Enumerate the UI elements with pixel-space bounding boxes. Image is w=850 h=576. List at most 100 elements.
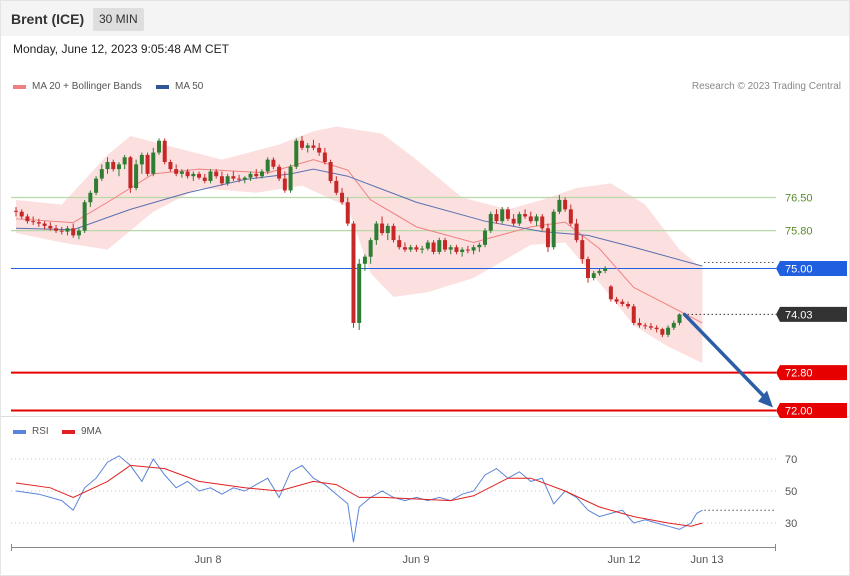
candle-body: [185, 171, 190, 177]
candle-body: [300, 140, 304, 148]
candle-body: [551, 211, 556, 248]
candle-body: [25, 216, 30, 222]
candle-body: [414, 247, 419, 250]
legend-ma20: MA 20 + Bollinger Bands: [13, 81, 142, 92]
candle-body: [128, 157, 133, 189]
candle-body: [586, 259, 590, 278]
candle-body: [631, 306, 636, 323]
candle-body: [460, 249, 465, 252]
candle-body: [368, 240, 373, 257]
legend-9ma-swatch: [62, 429, 75, 434]
rsi-label-50: 50: [785, 486, 797, 498]
candle-body: [385, 225, 390, 234]
forecast-arrow-shaft: [682, 312, 767, 400]
price-tag-bg-74.03: [776, 306, 847, 322]
legend-rsi-swatch: [13, 429, 26, 434]
candle-body: [242, 177, 247, 180]
candle-body: [105, 162, 110, 170]
rsi-label-30: 30: [785, 518, 797, 530]
candle-body: [677, 314, 682, 323]
candle-body: [608, 286, 613, 300]
candle-body: [265, 159, 270, 172]
price-tag-bg-75.00: [776, 261, 847, 277]
candle-body: [420, 248, 425, 250]
candle-body: [59, 230, 64, 232]
legend-ma50-label: MA 50: [175, 81, 204, 92]
candle-body: [448, 247, 453, 250]
candle-body: [574, 223, 579, 241]
legend-ma20-swatch: [13, 84, 26, 89]
candle-body: [168, 162, 173, 170]
candle-body: [174, 169, 179, 174]
candle-body: [437, 240, 442, 252]
candle-body: [391, 225, 396, 241]
candle-body: [465, 249, 470, 251]
candle-body: [328, 162, 333, 181]
candle-body: [483, 230, 488, 245]
forecast-arrow-head: [758, 390, 773, 408]
chart-header: Brent (ICE) 30 MIN: [1, 1, 849, 36]
rsi-line: [15, 455, 703, 543]
candle-body: [591, 273, 596, 278]
legend-rsi: RSI: [13, 426, 49, 437]
candle-body: [454, 247, 459, 252]
candle-body: [643, 325, 648, 327]
candle-body: [425, 242, 430, 249]
candle-body: [31, 221, 36, 223]
price-tag-74.03: 74.03: [785, 309, 813, 321]
legend-9ma: 9MA: [62, 426, 102, 437]
candle-body: [305, 145, 310, 148]
bollinger-band: [16, 126, 703, 364]
timestamp: Monday, June 12, 2023 9:05:48 AM CET: [13, 42, 229, 56]
candle-body: [374, 223, 379, 241]
candle-body: [528, 216, 533, 222]
timeframe-badge[interactable]: 30 MIN: [93, 8, 144, 31]
candle-body: [151, 152, 156, 174]
candle-body: [214, 171, 219, 177]
candle-body: [99, 169, 104, 179]
candle-body: [362, 256, 367, 264]
candle-body: [580, 240, 585, 260]
candle-body: [71, 228, 76, 236]
candle-body: [191, 173, 196, 177]
candle-body: [311, 145, 316, 148]
candle-body: [14, 210, 18, 212]
price-tag-bg-72.80: [776, 365, 847, 381]
candle-body: [202, 177, 207, 181]
candle-body: [523, 214, 528, 217]
candle-body: [36, 222, 41, 224]
candle-body: [626, 304, 631, 307]
candle-body: [397, 240, 402, 248]
candle-body: [471, 247, 476, 251]
candle-body: [597, 270, 602, 274]
candle-body: [488, 214, 493, 231]
candle-body: [557, 199, 562, 212]
candle-body: [357, 263, 362, 323]
candle-body: [19, 211, 24, 217]
candle-body: [248, 173, 253, 178]
candle-body: [254, 173, 259, 177]
candle-body: [82, 202, 87, 231]
price-tag-75.00: 75.00: [785, 264, 813, 276]
candle-body: [351, 223, 356, 323]
price-tag-76.50: 76.50: [785, 193, 813, 205]
candle-body: [162, 140, 167, 163]
candle-body: [505, 209, 510, 219]
candle-body: [277, 166, 282, 179]
candle-body: [563, 199, 568, 210]
candle-body: [517, 214, 522, 224]
candle-body: [431, 242, 436, 252]
candle-body: [540, 216, 545, 229]
x-label-Jun-12: Jun 12: [607, 554, 640, 566]
candle-body: [197, 173, 202, 178]
candle-body: [637, 322, 642, 326]
legend-ma50-swatch: [156, 84, 169, 89]
candle-body: [603, 268, 608, 271]
rsi-label-70: 70: [785, 454, 797, 466]
rsi-ma-line: [15, 464, 703, 527]
candle-body: [179, 171, 184, 174]
price-tag-bg-72.00: [776, 403, 847, 418]
candle-body: [94, 178, 99, 193]
candle-body: [534, 216, 539, 222]
